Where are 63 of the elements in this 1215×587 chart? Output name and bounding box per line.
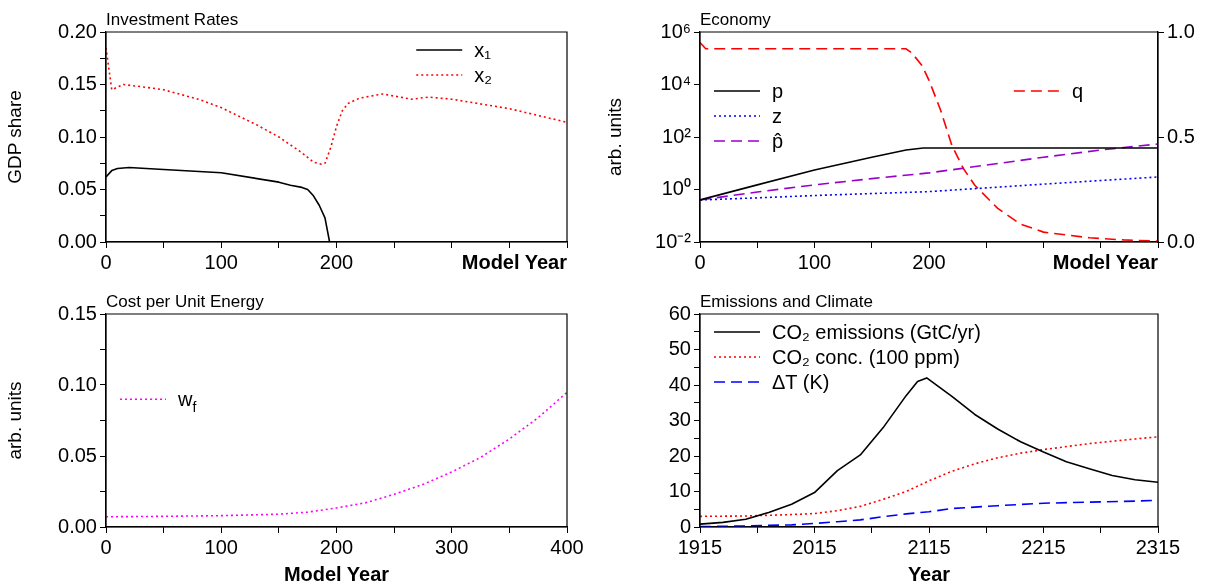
x-tick-label: 200 [319, 250, 354, 273]
x-tick-label: 200 [319, 535, 354, 558]
line-series [106, 391, 567, 518]
y-tick-label: 10² [662, 124, 692, 147]
y-tick-label: 20 [668, 443, 691, 466]
y-tick-label: 0.00 [58, 229, 97, 252]
x-tick-label: 2115 [907, 535, 951, 558]
y-tick-label: 60 [668, 301, 691, 324]
x-tick-label: 2315 [1135, 535, 1181, 558]
x-tick-label: 300 [435, 535, 469, 558]
y-axis-title: arb. units [603, 97, 625, 177]
y-axis-title: arb. units [3, 381, 25, 460]
legend-label: ΔT (K) [772, 371, 830, 393]
line-series [700, 176, 1158, 201]
line-series [700, 436, 1158, 518]
y-tick-label: 0.10 [58, 124, 97, 147]
y-tick-label: 10⁰ [661, 177, 691, 200]
y-axis-title: GDP share [3, 90, 25, 184]
x-tick-label: 0 [694, 250, 706, 273]
y-tick-label: 0.15 [58, 72, 97, 95]
x-tick-label: 200 [912, 250, 946, 273]
x-tick-label: 0 [100, 535, 112, 558]
chart-title: Cost per Unit Energy [106, 292, 265, 311]
x-axis-title: Model Year [461, 251, 568, 273]
legend-label: x₁ [474, 39, 492, 61]
x-tick-label: 0 [100, 250, 112, 273]
x-tick-label: 2215 [1021, 535, 1066, 558]
y-tick-label: 30 [668, 408, 691, 431]
y-tick-label: 0.05 [58, 177, 97, 200]
y-tick-label: 10⁶ [660, 19, 691, 42]
y-tick-label: 0.00 [58, 514, 97, 537]
x-tick-label: 2015 [792, 535, 837, 558]
legend-label: z [772, 105, 782, 127]
x-tick-label: 1915 [677, 535, 723, 558]
y-tick-label: 0.05 [58, 443, 97, 466]
legend-label: x₂ [474, 64, 492, 86]
x-axis-title: Year [907, 563, 951, 585]
y-tick-label: 0 [679, 514, 691, 537]
x-tick-label: 100 [797, 250, 832, 273]
y2-tick-label: 0.5 [1167, 124, 1195, 147]
x-axis-title: Model Year [283, 563, 390, 585]
chart-title: Economy [700, 10, 772, 29]
y-tick-label: 0.10 [58, 372, 97, 395]
y-tick-label: 10 [668, 479, 691, 502]
y2-tick-label: 0.0 [1167, 229, 1195, 252]
legend-label: p [772, 80, 784, 102]
legend-label: CO₂ conc. (100 ppm) [772, 346, 960, 368]
x-tick-label: 400 [550, 535, 584, 558]
y-tick-label: 0.20 [58, 19, 97, 42]
x-tick-label: 100 [204, 535, 238, 558]
x-tick-label: 100 [204, 250, 238, 273]
legend-label: p̂ [772, 130, 784, 152]
legend-label: q [1071, 80, 1083, 102]
y-tick-label: 40 [668, 372, 691, 395]
y-tick-label: 10⁴ [660, 72, 691, 95]
legend-label: CO₂ emissions (GtC/yr) [772, 321, 981, 343]
y-tick-label: 50 [668, 337, 691, 360]
y2-tick-label: 1.0 [1167, 19, 1195, 42]
chart-title: Investment Rates [106, 10, 239, 29]
x-axis-title: Model Year [1052, 251, 1159, 273]
y-tick-label: 10⁻² [655, 229, 692, 252]
y-tick-label: 0.15 [58, 301, 97, 324]
chart-title: Emissions and Climate [700, 292, 873, 311]
